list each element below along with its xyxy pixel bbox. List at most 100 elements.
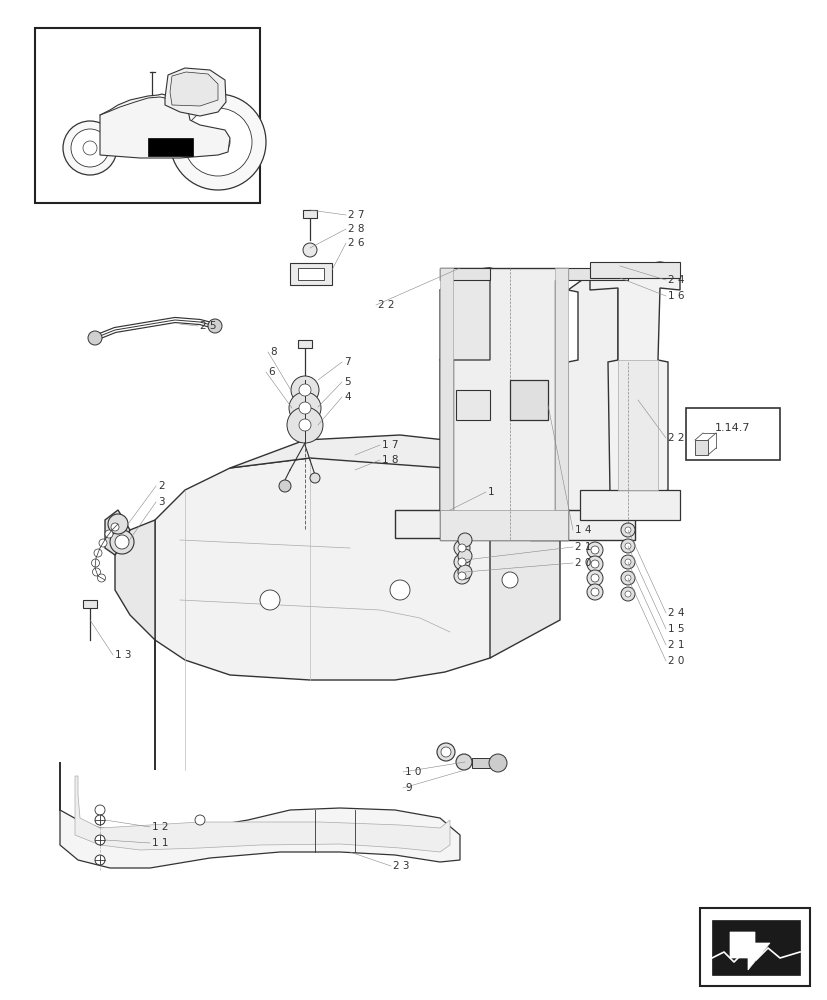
Text: 6: 6 [268,367,275,377]
Text: 2 2: 2 2 [667,433,684,443]
Circle shape [390,580,409,600]
Text: 4: 4 [343,392,350,402]
Circle shape [620,539,634,553]
Text: 1.14.7: 1.14.7 [715,423,750,433]
Circle shape [489,754,506,772]
Polygon shape [590,262,679,498]
Bar [471,758,494,768]
Text: 9: 9 [404,783,411,793]
Polygon shape [439,510,567,540]
Circle shape [590,588,598,596]
Text: 2 6: 2 6 [347,238,364,248]
Circle shape [441,747,451,757]
Polygon shape [711,920,799,975]
Text: 1 0: 1 0 [404,767,421,777]
Circle shape [624,591,630,597]
Text: 2 2: 2 2 [378,300,394,310]
Circle shape [624,527,630,533]
Text: 1 3: 1 3 [115,650,131,660]
Bar [83,600,97,608]
Bar [699,908,809,986]
Circle shape [586,570,602,586]
Polygon shape [170,72,218,106]
Polygon shape [694,440,707,455]
Text: 2 4: 2 4 [667,275,684,285]
Circle shape [93,568,100,576]
Polygon shape [567,268,627,280]
Circle shape [590,574,598,582]
Polygon shape [529,510,634,540]
Circle shape [457,572,466,580]
Text: 1 8: 1 8 [381,455,398,465]
Circle shape [453,568,470,584]
Circle shape [208,319,222,333]
Text: 1 6: 1 6 [667,291,684,301]
Polygon shape [729,932,769,970]
Circle shape [457,544,466,552]
Bar [35,28,260,203]
Circle shape [71,129,109,167]
Polygon shape [105,510,130,555]
Polygon shape [439,268,490,360]
Polygon shape [115,520,155,640]
Circle shape [590,560,598,568]
Polygon shape [439,268,490,280]
Text: 1: 1 [487,487,494,497]
Circle shape [590,546,598,554]
Polygon shape [298,268,323,280]
Bar [298,340,312,348]
Polygon shape [155,458,509,770]
Text: 2 7: 2 7 [347,210,364,220]
Circle shape [456,754,471,770]
Text: 1 7: 1 7 [381,440,398,450]
Polygon shape [554,268,567,510]
Circle shape [95,815,105,825]
Polygon shape [509,380,547,420]
Polygon shape [75,776,449,852]
Polygon shape [579,490,679,520]
Text: 2 0: 2 0 [574,558,590,568]
Circle shape [95,805,105,815]
Circle shape [92,559,99,567]
Text: 2 0: 2 0 [667,656,684,666]
Circle shape [105,530,112,538]
Circle shape [501,572,518,588]
Polygon shape [439,268,452,510]
Polygon shape [394,510,501,538]
Circle shape [457,549,471,563]
Circle shape [586,584,602,600]
Polygon shape [490,480,559,658]
Text: 2 1: 2 1 [574,542,590,552]
Circle shape [206,130,230,154]
Circle shape [195,815,205,825]
Circle shape [299,419,311,431]
Polygon shape [567,268,627,518]
Circle shape [620,587,634,601]
Text: 2 5: 2 5 [200,321,216,331]
Text: 7: 7 [343,357,350,367]
Circle shape [457,533,471,547]
Text: 8: 8 [270,347,276,357]
Circle shape [184,108,251,176]
Circle shape [457,565,471,579]
Polygon shape [439,268,567,540]
Text: 2 1: 2 1 [667,640,684,650]
Circle shape [620,555,634,569]
Polygon shape [617,360,657,490]
Circle shape [289,392,321,424]
Circle shape [303,243,317,257]
Circle shape [586,556,602,572]
Circle shape [88,331,102,345]
Circle shape [457,558,466,566]
Circle shape [170,94,265,190]
Polygon shape [230,435,559,508]
Circle shape [309,473,319,483]
Circle shape [624,575,630,581]
Circle shape [63,121,117,175]
Polygon shape [289,263,332,285]
Text: 2 3: 2 3 [393,861,409,871]
Circle shape [299,384,311,396]
Circle shape [624,559,630,565]
Circle shape [279,480,290,492]
Circle shape [260,590,280,610]
